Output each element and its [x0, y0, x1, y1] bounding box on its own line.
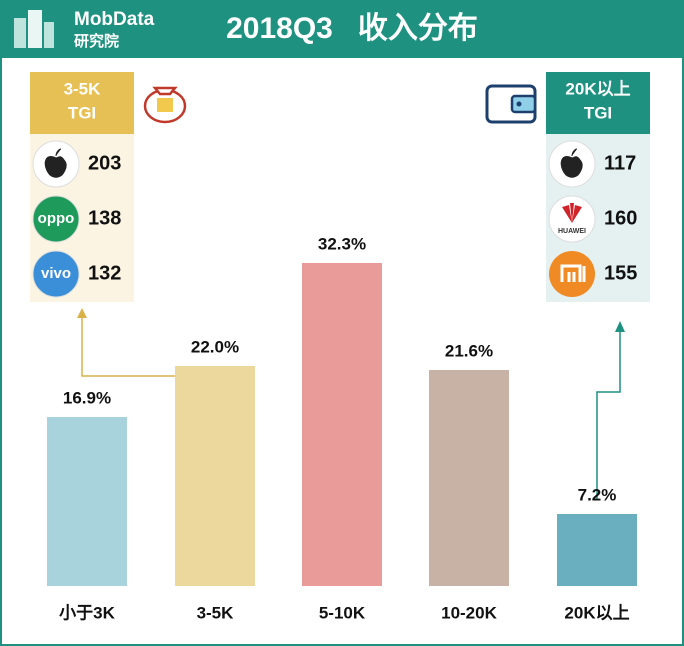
- value-label: 7.2%: [578, 485, 617, 504]
- page-title: 2018Q3 收入分布: [226, 12, 478, 45]
- panel-title: TGI: [68, 103, 96, 122]
- panel-header: [546, 72, 650, 134]
- bar: [302, 263, 382, 586]
- tgi-value: 155: [604, 262, 637, 284]
- panel-title: 20K以上: [565, 79, 630, 98]
- panel-header: [30, 72, 134, 134]
- brand-logo-mark: [562, 203, 582, 223]
- arrow: [596, 330, 621, 500]
- bar: [175, 366, 255, 586]
- tgi-value: 138: [88, 207, 121, 229]
- arrow: [81, 316, 176, 377]
- money-bag-icon: [143, 86, 187, 124]
- value-label: 32.3%: [318, 234, 366, 253]
- bars: 16.9% 小于3K 22.0% 3-5K 32.3% 5-10K 21.6% 10-20K 7…: [47, 234, 637, 622]
- value-label: 21.6%: [445, 341, 493, 360]
- brand-logo: [549, 251, 595, 297]
- logo-sub: 研究院: [74, 32, 119, 50]
- value-label: 16.9%: [63, 388, 111, 407]
- tgi-value: 160: [604, 207, 637, 229]
- value-label: 22.0%: [191, 337, 239, 356]
- tgi-value: 132: [88, 262, 121, 284]
- x-tick-label: 20K以上: [564, 603, 629, 622]
- tgi-value: 203: [88, 152, 121, 174]
- brand-logo-mark: [560, 148, 583, 178]
- brand-logo: [32, 195, 80, 243]
- brand-logo-mark: [44, 148, 67, 178]
- bar: [47, 417, 127, 586]
- panel-title: TGI: [584, 103, 612, 122]
- tgi-value: 117: [604, 152, 636, 174]
- tgi-panels: 3-5K TGI 203 oppo 138 vivo 132 20K以上 TGI 117 HUAWE…: [30, 72, 650, 302]
- x-tick-label: 5-10K: [319, 603, 366, 622]
- brand-logo-text: oppo: [38, 210, 75, 227]
- wallet-icon: [485, 84, 537, 124]
- x-tick-label: 10-20K: [441, 603, 497, 622]
- header-bar: [0, 0, 684, 58]
- logo-icon: [14, 10, 54, 48]
- brand-logo: [32, 250, 80, 298]
- arrow-head: [77, 308, 87, 318]
- panel-title: 3-5K: [64, 79, 102, 98]
- x-tick-label: 小于3K: [59, 603, 115, 622]
- brand-logo-mark: [560, 264, 586, 282]
- bar: [557, 514, 637, 586]
- brand-logo-text: HUAWEI: [558, 228, 586, 235]
- brand-logo-text: vivo: [41, 265, 71, 282]
- arrow-head: [615, 321, 625, 332]
- logo-name: MobData: [74, 9, 155, 30]
- x-tick-label: 3-5K: [197, 603, 235, 622]
- bar: [429, 370, 509, 586]
